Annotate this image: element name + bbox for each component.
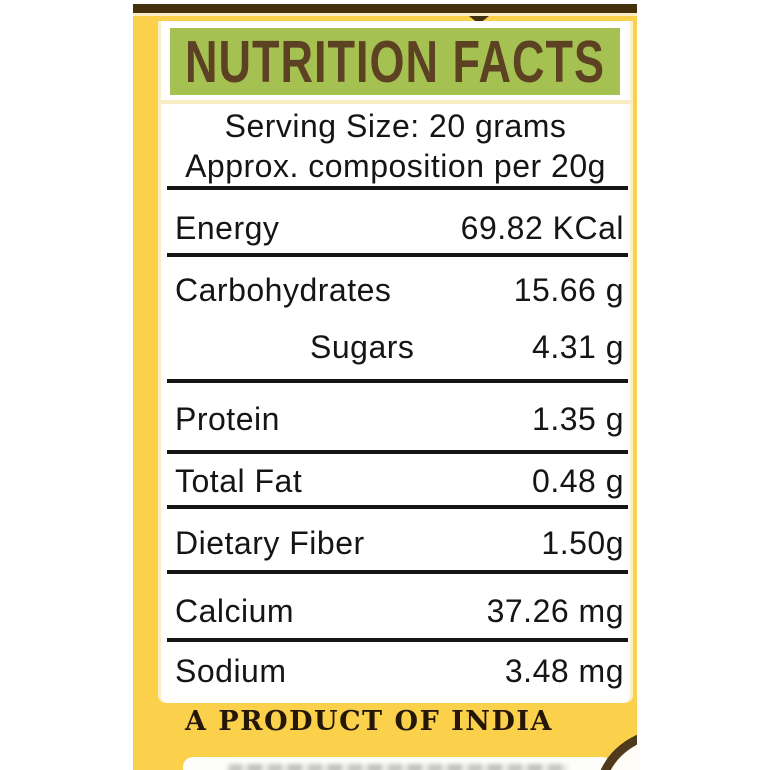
table-row-total-fat: Total Fat 0.48 g	[167, 459, 628, 503]
row-label: Sugars	[310, 328, 415, 365]
row-value: 0.48 g	[532, 462, 624, 499]
fine-print-strip	[183, 757, 612, 770]
row-label: Dietary Fiber	[175, 524, 365, 561]
table-divider	[167, 379, 628, 383]
nutrition-facts-title: NUTRITION FACTS	[185, 27, 605, 95]
table-row-carbohydrates: Carbohydrates 15.66 g	[167, 268, 628, 312]
row-value: 1.50g	[541, 524, 624, 561]
nutrition-panel: NUTRITION FACTS Serving Size: 20 grams A…	[158, 21, 633, 703]
row-value: 69.82 KCal	[460, 209, 624, 246]
table-divider	[167, 505, 628, 509]
package-background: NUTRITION FACTS Serving Size: 20 grams A…	[133, 4, 637, 770]
row-label: Calcium	[175, 592, 295, 629]
table-row-protein: Protein 1.35 g	[167, 397, 628, 441]
product-origin-text: A PRODUCT OF INDIA	[185, 706, 553, 737]
table-row-calcium: Calcium 37.26 mg	[167, 589, 628, 633]
table-row-sugars: Sugars 4.31 g	[167, 325, 628, 369]
table-divider	[167, 253, 628, 257]
row-value: 15.66 g	[513, 271, 624, 308]
table-row-sodium: Sodium 3.48 mg	[167, 649, 628, 693]
row-value: 37.26 mg	[486, 592, 624, 629]
top-bar-notch	[469, 16, 489, 24]
table-row-energy: Energy 69.82 KCal	[167, 206, 628, 250]
row-label: Sodium	[175, 652, 287, 689]
table-divider	[167, 638, 628, 642]
package-top-bar	[133, 4, 637, 16]
table-divider	[167, 186, 628, 190]
row-value: 4.31 g	[532, 328, 624, 365]
row-label: Protein	[175, 400, 280, 437]
row-value: 1.35 g	[532, 400, 624, 437]
table-divider	[167, 570, 628, 574]
row-value: 3.48 mg	[504, 652, 624, 689]
row-label: Energy	[175, 209, 280, 246]
header-divider-line	[158, 100, 633, 104]
table-row-dietary-fiber: Dietary Fiber 1.50g	[167, 521, 628, 565]
approx-composition-text: Approx. composition per 20g	[185, 148, 606, 184]
illegible-fine-print	[228, 764, 568, 770]
nutrition-facts-header: NUTRITION FACTS	[170, 27, 620, 95]
table-divider	[167, 450, 628, 454]
serving-size-text: Serving Size: 20 grams	[224, 108, 567, 144]
row-label: Total Fat	[175, 462, 303, 499]
row-label: Carbohydrates	[175, 271, 392, 308]
